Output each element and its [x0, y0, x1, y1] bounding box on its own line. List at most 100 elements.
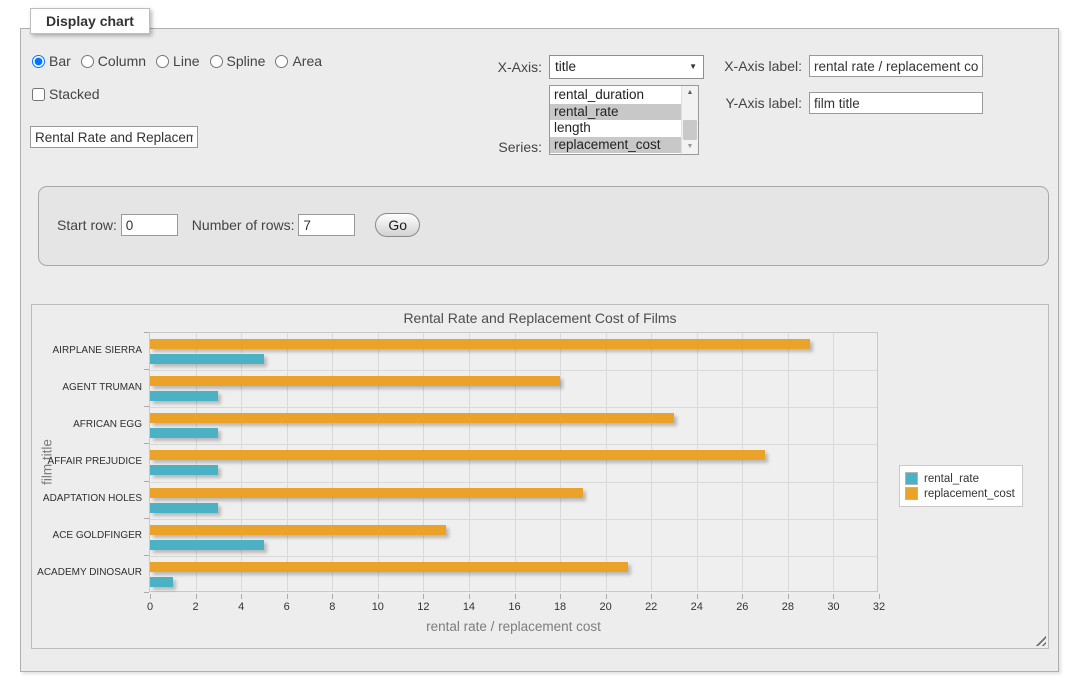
series-option-rental_duration[interactable]: rental_duration — [554, 87, 645, 102]
x-tick-mark — [377, 594, 379, 599]
series-label: Series: — [498, 139, 542, 155]
category-label: ADAPTATION HOLES — [42, 493, 142, 505]
bar-rental_rate — [150, 354, 264, 364]
stacked-checkbox[interactable] — [32, 87, 45, 101]
row-range-panel: Start row: Number of rows: Go — [38, 186, 1049, 266]
x-tick-mark — [651, 594, 653, 599]
x-tick-mark — [195, 594, 197, 599]
gridline-vertical — [514, 333, 516, 591]
start-row-label: Start row: — [57, 217, 117, 233]
series-option-length[interactable]: length — [554, 120, 591, 135]
chart-type-option-spline[interactable]: Spline — [209, 53, 265, 69]
category-label: AFFAIR PREJUDICE — [47, 456, 142, 467]
start-row-input[interactable] — [120, 214, 178, 236]
gridline-vertical — [651, 333, 653, 591]
x-tick-mark — [423, 594, 425, 599]
chart-type-radio-line[interactable] — [156, 54, 170, 68]
y-axis-caption-input[interactable] — [809, 92, 983, 114]
y-axis-caption-row: Y-Axis label: — [723, 92, 983, 114]
chart-title: Rental Rate and Replacement Cost of Film… — [403, 310, 677, 326]
category-label: AFRICAN EGG — [73, 418, 142, 430]
bar-rental_rate — [150, 502, 219, 513]
gridline-vertical — [195, 333, 197, 591]
x-axis-row: X-Axis: title ▼ — [467, 55, 704, 79]
x-tick-mark — [696, 594, 698, 599]
x-tick-label: 30 — [827, 601, 840, 613]
chart-type-radio-area[interactable] — [275, 54, 289, 68]
go-button[interactable]: Go — [375, 213, 421, 237]
y-tick-mark — [144, 369, 149, 371]
gridline-horizontal — [150, 555, 877, 557]
x-tick-mark — [514, 594, 516, 599]
chart-type-radio-spline[interactable] — [209, 54, 223, 68]
bar-replacement_cost — [150, 413, 674, 424]
bar-rental_rate — [150, 539, 264, 550]
resize-grip-icon[interactable] — [1035, 635, 1046, 646]
series-listbox-options: rental_duration rental_rate length replacem… — [550, 87, 681, 153]
bar-rental_rate — [150, 391, 219, 402]
x-axis-caption-input[interactable] — [809, 55, 983, 77]
gridline-vertical — [423, 333, 425, 591]
bar-replacement_cost — [150, 450, 765, 461]
x-axis-caption-label: X-Axis label: — [724, 58, 802, 74]
category-label: ACE GOLDFINGER — [52, 530, 142, 542]
x-tick-label: 20 — [599, 601, 612, 613]
chart-type-option-area[interactable]: Area — [275, 53, 322, 69]
x-tick-label: 18 — [553, 601, 567, 613]
gridline-vertical — [468, 333, 470, 591]
x-tick-label: 12 — [417, 601, 430, 613]
series-option-rental_rate[interactable]: rental_rate — [550, 103, 681, 120]
gridline-horizontal — [150, 518, 877, 520]
y-axis-caption-label: Y-Axis label: — [725, 95, 802, 111]
scrollbar-thumb[interactable] — [683, 120, 697, 140]
series-listbox[interactable]: rental_duration rental_rate length replacem… — [549, 85, 699, 155]
x-tick-mark — [879, 594, 880, 599]
chart-title-input[interactable] — [30, 126, 198, 148]
series-option-replacement_cost[interactable]: replacement_cost — [550, 136, 681, 153]
chart-type-radio-column[interactable] — [80, 54, 94, 68]
x-axis-select[interactable]: title ▼ — [549, 55, 704, 79]
chart-type-option-column[interactable]: Column — [80, 53, 146, 69]
legend-swatch-replacement_cost — [905, 487, 918, 500]
row-range-controls: Start row: Number of rows: Go — [57, 213, 421, 237]
chart-type-option-bar[interactable]: Bar — [32, 53, 71, 69]
category-label: AGENT TRUMAN — [62, 381, 142, 393]
fieldset-legend: Display chart — [30, 8, 150, 34]
stacked-checkbox-row[interactable]: Stacked — [32, 86, 100, 102]
y-tick-mark — [144, 554, 149, 556]
category-label: AIRPLANE SIERRA — [52, 344, 142, 356]
scroll-up-icon[interactable]: ▲ — [682, 86, 698, 100]
gridline-horizontal — [150, 370, 877, 372]
gridline-vertical — [332, 333, 334, 591]
x-tick-mark — [833, 594, 835, 599]
gridline-vertical — [742, 333, 744, 591]
y-tick-mark — [144, 406, 149, 408]
x-tick-label: 0 — [146, 601, 154, 613]
x-axis-label: X-Axis: — [497, 59, 542, 75]
x-tick-label: 4 — [238, 601, 245, 613]
gridline-vertical — [833, 333, 835, 591]
number-of-rows-input[interactable] — [298, 214, 356, 236]
chart-type-radio-label: Bar — [49, 53, 71, 69]
x-axis-caption-row: X-Axis label: — [723, 55, 983, 77]
bar-replacement_cost — [150, 561, 629, 572]
bar-replacement_cost — [150, 487, 583, 498]
series-scrollbar[interactable]: ▲ ▼ — [681, 86, 698, 154]
x-tick-mark — [241, 594, 243, 599]
legend-label: rental_rate — [924, 472, 979, 485]
chart-type-radio-bar[interactable] — [32, 54, 45, 68]
legend-item-replacement_cost: replacement_cost — [905, 487, 1015, 500]
x-tick-label: 14 — [462, 601, 476, 613]
x-tick-mark — [468, 594, 470, 599]
x-axis-select-value: title — [555, 59, 577, 74]
x-tick-mark — [560, 594, 562, 599]
chevron-down-icon: ▼ — [689, 62, 697, 71]
scroll-down-icon[interactable]: ▼ — [682, 140, 698, 154]
x-tick-mark — [787, 594, 789, 599]
y-tick-mark — [144, 517, 149, 519]
gridline-vertical — [787, 333, 789, 591]
chart-type-option-line[interactable]: Line — [156, 53, 200, 69]
x-tick-label: 6 — [283, 601, 290, 613]
bar-rental_rate — [150, 428, 219, 439]
